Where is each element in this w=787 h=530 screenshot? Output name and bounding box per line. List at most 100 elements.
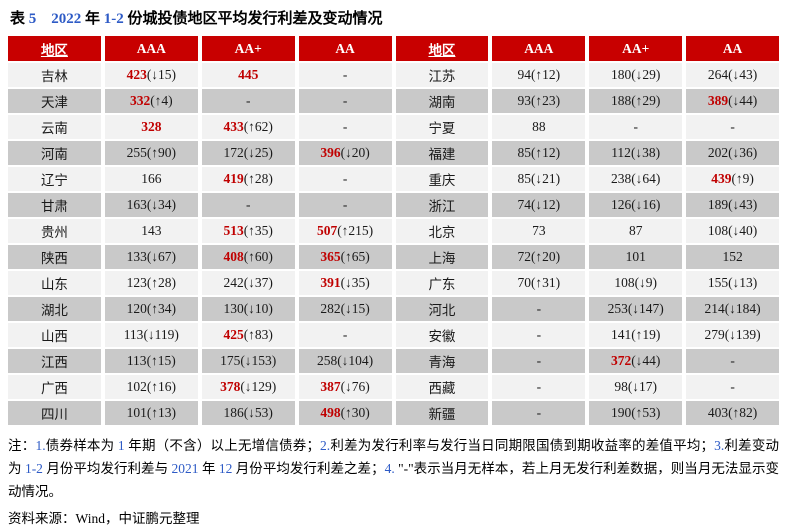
region-cell: 山东 [8, 271, 101, 295]
spread-value: 155 [707, 275, 729, 290]
spread-value: 189 [707, 197, 729, 212]
spread-value: 180 [610, 67, 632, 82]
spread-value: 175 [220, 353, 241, 368]
header-aaplus-right: AA+ [589, 36, 683, 61]
spread-cell: 130(↓10) [201, 297, 295, 321]
table-row: 山西 113(↓119) 425(↑83) - 安徽 -141(↑19) 279(↓139) [8, 323, 779, 347]
spread-cell: 163(↓34) [104, 193, 198, 217]
spread-cell: 123(↑28) [104, 271, 198, 295]
spread-value: 433 [223, 119, 244, 134]
table-row: 湖北 120(↑34) 130(↓10) 282(↓15) 河北 -253(↓147) 21… [8, 297, 779, 321]
region-cell: 上海 [395, 245, 489, 269]
table-body: 吉林 423(↓15) 445- 江苏 94(↑12) 180(↓29) 264(↓43) 天… [8, 63, 779, 425]
spread-change: (↓36) [728, 145, 758, 160]
spread-cell: 133(↓67) [104, 245, 198, 269]
spread-cell: 73 [492, 219, 586, 243]
spread-value: - [342, 93, 348, 108]
spread-change: (↑35) [243, 223, 273, 238]
spread-cell: - [201, 89, 295, 113]
spread-value: 133 [126, 249, 147, 264]
spread-change: (↑23) [530, 93, 561, 108]
region-cell: 江西 [8, 349, 101, 373]
region-cell: 安徽 [395, 323, 489, 347]
region-cell: 重庆 [395, 167, 489, 191]
spread-value: 93 [517, 93, 531, 108]
spread-cell: 186(↓53) [201, 401, 295, 425]
spread-change: (↓147) [627, 301, 664, 316]
spread-cell: 445 [201, 63, 295, 87]
header-aaa-right: AAA [492, 36, 586, 61]
spread-cell: 155(↓13) [686, 271, 779, 295]
region-cell: 四川 [8, 401, 101, 425]
spread-cell: 408(↑60) [201, 245, 295, 269]
spread-cell: 189(↓43) [686, 193, 779, 217]
region-cell: 广西 [8, 375, 101, 399]
spread-cell: - [589, 115, 683, 139]
region-cell: 福建 [395, 141, 489, 165]
spread-value: 74 [517, 197, 531, 212]
spread-value: 108 [707, 223, 729, 238]
spread-cell: 190(↑53) [589, 401, 683, 425]
spread-change: (↓119) [143, 327, 179, 342]
header-aa-left: AA [298, 36, 392, 61]
spread-cell: 70(↑31) [492, 271, 586, 295]
spread-change: (↓10) [243, 301, 273, 316]
table-row: 贵州 143 513(↑35) 507(↑215) 北京 73 87 108(↓40) [8, 219, 779, 243]
spread-cell: - [298, 167, 392, 191]
spread-value: 264 [707, 67, 729, 82]
spread-value: 88 [532, 119, 546, 134]
spread-value: 172 [223, 145, 244, 160]
spread-value: 123 [126, 275, 147, 290]
spread-cell: 282(↓15) [298, 297, 392, 321]
spread-value: 238 [610, 171, 632, 186]
spread-value: 166 [141, 171, 162, 186]
spread-cell: - [492, 349, 586, 373]
spread-cell: 101(↑13) [104, 401, 198, 425]
spread-value: - [536, 353, 542, 368]
spread-value: 143 [141, 223, 162, 238]
spread-value: - [342, 67, 348, 82]
spread-change: (↓16) [631, 197, 661, 212]
spread-cell: 387(↓76) [298, 375, 392, 399]
region-cell: 江苏 [395, 63, 489, 87]
table-row: 河南 255(↑90) 172(↓25) 396(↓20) 福建 85(↑12) 112(↓… [8, 141, 779, 165]
spread-change: (↑12) [530, 67, 561, 82]
table-row: 云南 328 433(↑62) - 宁夏 88 - - [8, 115, 779, 139]
spread-change: (↑29) [631, 93, 661, 108]
spread-cell: 332(↑4) [104, 89, 198, 113]
spread-cell: 255(↑90) [104, 141, 198, 165]
spread-cell: 98(↓17) [589, 375, 683, 399]
spread-value: 403 [707, 405, 729, 420]
spread-value: 70 [517, 275, 531, 290]
table-row: 天津 332(↑4) - - 湖南 93(↑23) 188(↑29) 389(↓44) [8, 89, 779, 113]
spread-cell: 113(↓119) [104, 323, 198, 347]
region-cell: 天津 [8, 89, 101, 113]
spread-table: 地区 AAA AA+ AA 地区 AAA AA+ AA 吉林 423(↓15) 44… [4, 34, 783, 427]
spread-value: 120 [126, 301, 147, 316]
region-cell: 湖北 [8, 297, 101, 321]
spread-cell: 101 [589, 245, 683, 269]
spread-change: (↑82) [728, 405, 758, 420]
spread-cell: - [201, 193, 295, 217]
spread-value: 87 [628, 223, 643, 238]
spread-value: 498 [320, 405, 341, 420]
spread-change: (↓104) [337, 353, 374, 368]
spread-cell: 279(↓139) [686, 323, 779, 347]
spread-value: 396 [320, 145, 341, 160]
spread-cell: - [298, 193, 392, 217]
spread-cell: 328 [104, 115, 198, 139]
spread-value: 73 [532, 223, 546, 238]
spread-value: - [342, 171, 348, 186]
spread-value: - [633, 119, 638, 134]
spread-cell: 242(↓37) [201, 271, 295, 295]
spread-value: 332 [129, 93, 151, 108]
spread-cell: 94(↑12) [492, 63, 586, 87]
spread-change: (↓25) [243, 145, 273, 160]
spread-value: 126 [610, 197, 632, 212]
spread-cell: - [492, 297, 586, 321]
spread-cell: 72(↑20) [492, 245, 586, 269]
spread-value: - [342, 119, 348, 134]
spread-change: (↑19) [631, 327, 661, 342]
spread-change: (↓37) [243, 275, 273, 290]
spread-value: 439 [711, 171, 732, 186]
